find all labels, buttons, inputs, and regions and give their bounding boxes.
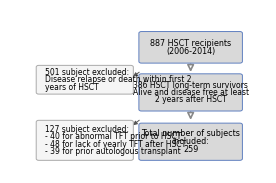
Text: 501 subject excluded:: 501 subject excluded: [45,68,129,77]
Text: included:: included: [172,137,209,146]
Text: - 48 for lack of yearly TFT after HSCT: - 48 for lack of yearly TFT after HSCT [45,139,186,148]
FancyBboxPatch shape [36,65,133,94]
Text: 259: 259 [183,145,198,154]
Text: 386 HSCT long-term survivors: 386 HSCT long-term survivors [133,81,248,89]
Text: Total number of subjects: Total number of subjects [141,130,240,139]
Text: years of HSCT: years of HSCT [45,83,99,92]
FancyBboxPatch shape [139,74,242,111]
Text: 127 subject excluded:: 127 subject excluded: [45,125,129,134]
FancyBboxPatch shape [139,123,242,160]
Text: - 39 for prior autologous transplant: - 39 for prior autologous transplant [45,147,181,156]
Text: 887 HSCT recipients: 887 HSCT recipients [150,39,231,48]
Text: 2 years after HSCT: 2 years after HSCT [155,95,227,104]
FancyBboxPatch shape [139,31,242,63]
Text: Alive and disease free at least: Alive and disease free at least [132,88,249,97]
Text: Disease relapse or death within first 2: Disease relapse or death within first 2 [45,75,192,84]
FancyBboxPatch shape [36,120,133,160]
Text: - 40 for abnormal TFT prior to HSCT: - 40 for abnormal TFT prior to HSCT [45,132,181,141]
Text: (2006-2014): (2006-2014) [166,47,215,56]
